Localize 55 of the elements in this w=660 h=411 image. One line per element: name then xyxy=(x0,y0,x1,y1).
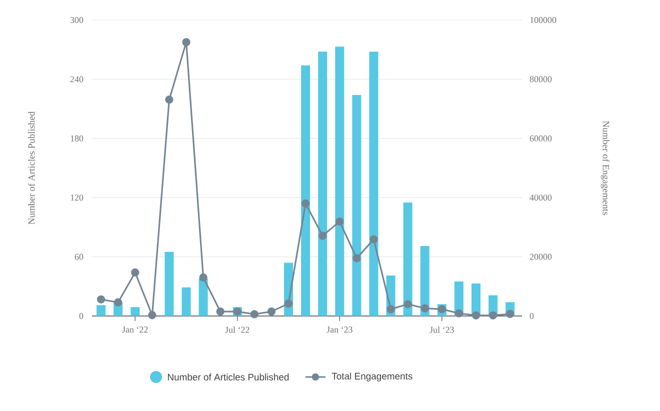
point xyxy=(267,307,276,316)
x-tick-label: Jul ‘22 xyxy=(225,326,250,333)
bar xyxy=(198,278,208,316)
bar xyxy=(182,287,191,316)
x-tick-label: Jan ‘22 xyxy=(122,326,148,333)
bar xyxy=(130,307,140,316)
bar xyxy=(369,52,378,316)
y-tick-label: 300 xyxy=(70,16,84,24)
bar xyxy=(164,252,174,316)
bar xyxy=(335,46,344,316)
point xyxy=(250,310,259,318)
point xyxy=(96,295,106,304)
point xyxy=(386,305,395,314)
x-tick-label: Jul ‘23 xyxy=(430,326,454,333)
bar xyxy=(96,305,106,316)
point xyxy=(284,299,293,308)
point xyxy=(165,96,174,104)
point xyxy=(404,300,412,308)
y-axis-title: Number of Articles Published xyxy=(28,111,35,224)
point xyxy=(114,298,122,306)
point xyxy=(199,273,208,282)
y2-axis-title: Number of Engagements xyxy=(600,120,610,215)
point xyxy=(488,311,498,320)
point xyxy=(336,217,344,226)
point xyxy=(472,311,480,320)
legend-label: Number of Articles Published xyxy=(168,374,289,380)
point xyxy=(148,311,156,320)
point xyxy=(131,268,140,277)
y2-tick-label: 0 xyxy=(530,312,534,320)
bar xyxy=(301,65,310,316)
point xyxy=(318,232,327,240)
y2-tick-label: 40000 xyxy=(530,194,552,201)
bar xyxy=(352,94,362,316)
y-tick-label: 0 xyxy=(79,312,84,320)
bar xyxy=(318,52,328,316)
y-tick-label: 120 xyxy=(70,194,84,201)
point xyxy=(301,199,310,208)
y-tick-label: 180 xyxy=(70,135,84,142)
y2-tick-label: 20000 xyxy=(530,254,552,260)
point xyxy=(506,310,514,318)
point xyxy=(352,254,361,262)
point xyxy=(454,309,464,318)
point xyxy=(182,38,190,46)
y2-tick-label: 60000 xyxy=(530,135,552,142)
x-tick-label: Jan ‘23 xyxy=(326,326,352,333)
bar xyxy=(420,246,430,316)
legend-label: Total Engagements xyxy=(332,372,412,382)
y-tick-label: 60 xyxy=(74,254,84,260)
y-tick-label: 240 xyxy=(70,76,84,82)
point xyxy=(216,307,224,316)
point xyxy=(420,304,429,312)
bar xyxy=(403,202,412,316)
point xyxy=(370,235,378,244)
y2-tick-label: 80000 xyxy=(530,76,552,82)
y2-tick-label: 100000 xyxy=(530,16,556,24)
